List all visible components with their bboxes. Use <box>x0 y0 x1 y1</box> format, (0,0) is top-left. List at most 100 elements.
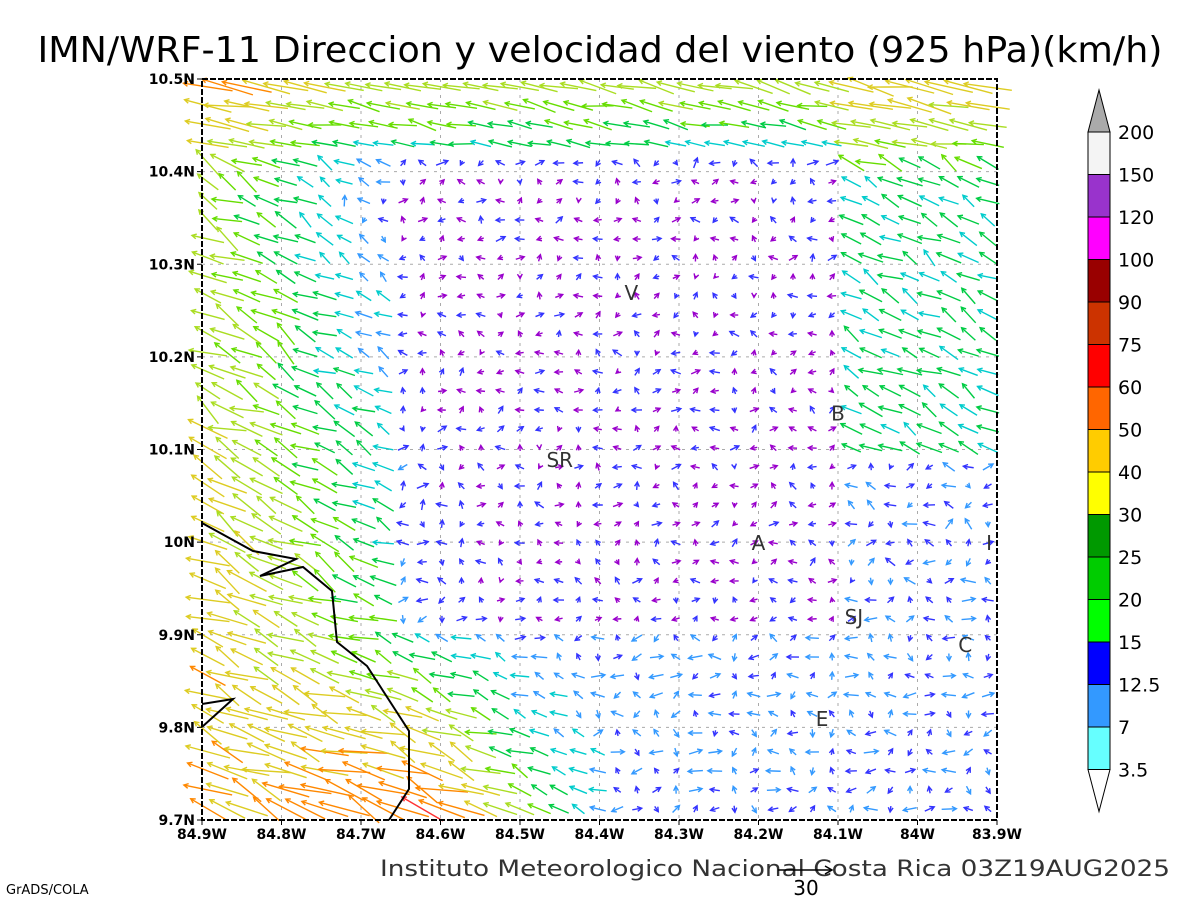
wind-vector <box>978 251 997 265</box>
wind-vector-head <box>478 405 485 413</box>
wind-vector <box>796 102 828 109</box>
wind-vector-shaft <box>353 575 375 587</box>
wind-vector-head <box>372 443 379 450</box>
wind-vector <box>527 766 551 775</box>
wind-vector-head <box>945 655 952 662</box>
wind-vector-shaft <box>335 311 354 319</box>
wind-vector <box>789 368 797 375</box>
wind-vector-head <box>767 806 774 813</box>
wind-vector <box>396 311 408 318</box>
wind-vector-head <box>533 577 541 584</box>
wind-vector <box>351 481 375 489</box>
wind-vector-head <box>929 710 936 717</box>
wind-vector <box>749 463 760 470</box>
wind-vector-head <box>252 325 259 332</box>
wind-vector-head <box>458 463 465 470</box>
wind-vector-shaft <box>677 82 714 92</box>
wind-vector-head <box>371 461 379 468</box>
wind-vector <box>438 367 445 376</box>
wind-vector-head <box>535 330 542 337</box>
wind-vector-head <box>807 312 815 318</box>
wind-vector-shaft <box>906 463 914 471</box>
wind-vector <box>184 555 230 567</box>
wind-vector-head <box>213 455 220 461</box>
wind-vector <box>252 176 279 188</box>
wind-vector-shaft <box>192 628 224 648</box>
x-tick-label: 84.4W <box>575 827 625 843</box>
wind-vector-shaft <box>844 674 859 678</box>
wind-vector <box>248 139 284 148</box>
wind-vector-shaft <box>383 710 423 718</box>
wind-vector-head <box>499 464 506 470</box>
wind-vector-head <box>945 538 952 545</box>
wind-vector-head <box>609 673 616 680</box>
wind-vector-head <box>192 454 200 461</box>
wind-vector-shaft <box>456 275 467 279</box>
wind-vector-head <box>335 458 342 465</box>
wind-vector <box>495 388 505 394</box>
wind-vector <box>250 308 282 321</box>
wind-vector-shaft <box>222 81 272 93</box>
wind-vector-head <box>313 568 320 575</box>
wind-vector-head <box>417 463 424 470</box>
wind-vector <box>830 120 871 128</box>
wind-vector-shaft <box>917 423 942 435</box>
wind-vector <box>249 421 283 436</box>
wind-vector <box>210 271 244 281</box>
wind-vector-head <box>295 495 302 502</box>
wind-vector-head <box>395 520 403 527</box>
wind-vector <box>731 463 738 470</box>
wind-vector <box>213 455 241 479</box>
wind-vector-shaft <box>191 515 225 533</box>
wind-vector-shaft <box>212 217 243 223</box>
wind-vector-shaft <box>293 405 318 415</box>
wind-vector <box>884 767 896 774</box>
wind-vector-shaft <box>185 120 231 130</box>
wind-vector-shaft <box>957 176 980 188</box>
wind-vector <box>575 426 582 433</box>
wind-vector <box>709 806 720 813</box>
wind-vector-head <box>700 121 707 128</box>
wind-vector <box>293 271 317 283</box>
wind-vector-head <box>263 743 271 750</box>
wind-vector <box>910 137 948 150</box>
wind-vector <box>426 101 457 109</box>
wind-vector <box>865 539 877 547</box>
wind-vector-shaft <box>257 251 276 265</box>
wind-vector-shaft <box>760 123 787 127</box>
wind-vector <box>691 198 701 204</box>
wind-vector-shaft <box>515 464 525 470</box>
wind-vector-head <box>829 329 836 336</box>
wind-vector <box>804 653 820 660</box>
wind-vector-head <box>515 292 523 299</box>
wind-vector <box>961 194 975 208</box>
wind-vector-head <box>616 501 624 508</box>
wind-vector-head <box>653 292 660 299</box>
wind-vector <box>728 559 739 565</box>
wind-vector-head <box>441 292 448 299</box>
wind-vector <box>866 84 913 91</box>
wind-vector-shaft <box>233 610 261 628</box>
wind-vector-shaft <box>232 684 262 706</box>
wind-vector-head <box>804 653 811 660</box>
wind-vector-shaft <box>982 712 994 716</box>
wind-vector-shaft <box>485 767 516 775</box>
wind-vector-shaft <box>670 369 682 375</box>
wind-vector-head <box>749 616 756 622</box>
wind-vector-shaft <box>590 674 606 678</box>
wind-vector-head <box>311 139 318 146</box>
wind-vector-head <box>709 559 716 565</box>
wind-vector-shaft <box>825 160 839 166</box>
wind-vector-shaft <box>254 195 279 207</box>
wind-vector <box>944 614 954 623</box>
wind-vector <box>789 634 797 642</box>
wind-vector-head <box>957 367 965 373</box>
wind-vector-shaft <box>905 673 915 679</box>
wind-vector-shaft <box>923 560 936 564</box>
wind-vector-shaft <box>313 291 337 301</box>
wind-vector-head <box>400 159 407 166</box>
wind-vector <box>749 444 758 451</box>
wind-vector-head <box>634 424 641 432</box>
wind-vector-shaft <box>663 119 689 131</box>
wind-vector-head <box>557 293 565 299</box>
